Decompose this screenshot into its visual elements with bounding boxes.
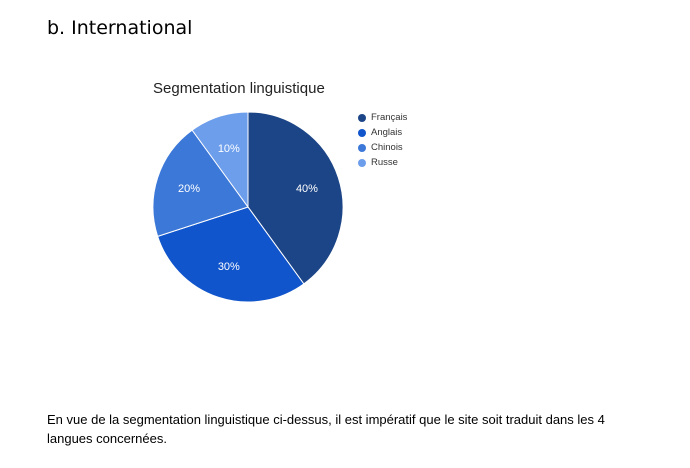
pie-slice-label: 40% — [296, 183, 318, 195]
legend-label: Chinois — [371, 142, 403, 153]
chart-title: Segmentation linguistique — [153, 80, 325, 97]
legend-item: Anglais — [358, 125, 407, 140]
body-paragraph: En vue de la segmentation linguistique c… — [47, 412, 605, 446]
legend-swatch — [358, 113, 366, 122]
pie-slice-russe — [191, 111, 249, 209]
legend-label: Anglais — [371, 127, 403, 138]
pie-slice-label: 30% — [218, 261, 240, 273]
legend-label: Français — [371, 112, 408, 123]
pie-slice-anglais — [157, 206, 305, 303]
legend-item: Français — [358, 110, 407, 125]
pie-slice-label: 20% — [178, 183, 200, 195]
chart-legend: Français Anglais Chinois Russe — [358, 110, 407, 170]
legend-item: Chinois — [358, 140, 407, 155]
pie-slice-chinois — [152, 129, 249, 237]
legend-swatch — [358, 128, 366, 137]
pie-slice-label: 10% — [218, 143, 240, 155]
legend-swatch — [358, 143, 366, 152]
legend-label: Russe — [371, 157, 398, 168]
pie-slice-francais — [247, 111, 344, 285]
section-heading: b. International — [47, 17, 193, 39]
legend-swatch — [358, 158, 366, 167]
legend-item: Russe — [358, 155, 407, 170]
